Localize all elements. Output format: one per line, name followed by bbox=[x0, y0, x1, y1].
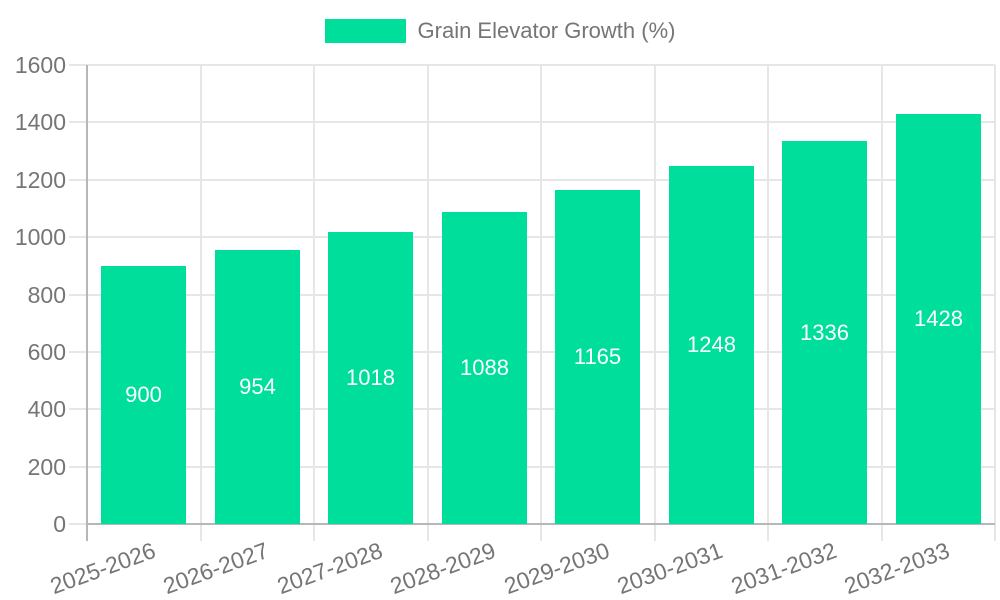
v-gridline bbox=[427, 65, 429, 524]
legend-swatch bbox=[324, 19, 406, 43]
x-axis-tick bbox=[427, 524, 429, 541]
v-gridline bbox=[994, 65, 996, 524]
x-axis-tick bbox=[86, 524, 88, 541]
bar[interactable]: 1248 bbox=[669, 166, 754, 524]
x-axis-tick bbox=[654, 524, 656, 541]
chart-legend: Grain Elevator Growth (%) bbox=[0, 17, 1000, 45]
y-axis-tick bbox=[69, 408, 87, 411]
y-axis-tick-label: 0 bbox=[53, 511, 66, 537]
x-axis-tick bbox=[994, 524, 996, 541]
bar[interactable]: 1336 bbox=[782, 141, 867, 524]
x-axis-tick-label: 2032-2033 bbox=[840, 537, 954, 600]
x-axis-tick-label: 2030-2031 bbox=[613, 537, 727, 600]
v-gridline bbox=[540, 65, 542, 524]
y-axis-tick-label: 400 bbox=[27, 396, 66, 423]
bar-value-label: 900 bbox=[125, 382, 162, 407]
y-axis-line bbox=[86, 65, 88, 524]
v-gridline bbox=[881, 65, 883, 524]
x-axis-tick-label: 2026-2027 bbox=[159, 537, 273, 600]
y-axis-tick-label: 1000 bbox=[14, 224, 66, 251]
y-axis-tick-label: 600 bbox=[27, 338, 66, 365]
x-axis-tick bbox=[313, 524, 315, 541]
bar-value-label: 1165 bbox=[573, 344, 622, 369]
v-gridline bbox=[313, 65, 315, 524]
x-axis-tick-label: 2029-2030 bbox=[500, 537, 613, 600]
bar[interactable]: 1428 bbox=[896, 114, 981, 524]
plot-area: 900 954 1018 1088 1165 1248 1336 1428 bbox=[86, 64, 996, 541]
v-gridline bbox=[767, 65, 769, 524]
v-gridline bbox=[200, 65, 202, 524]
y-axis-tick bbox=[69, 523, 87, 525]
y-axis-tick-label: 800 bbox=[27, 281, 66, 308]
bar[interactable]: 1018 bbox=[328, 232, 413, 524]
bar-value-label: 1248 bbox=[687, 332, 736, 357]
y-axis-tick bbox=[69, 236, 87, 239]
y-axis-tick-label: 200 bbox=[27, 453, 66, 480]
bar-value-label: 1428 bbox=[914, 306, 963, 331]
v-gridline bbox=[654, 65, 656, 524]
x-axis-tick-label: 2028-2029 bbox=[386, 537, 500, 600]
x-axis-tick bbox=[881, 524, 883, 541]
x-axis-tick-label: 2025-2026 bbox=[46, 537, 159, 600]
x-axis-tick-label: 2031-2032 bbox=[727, 537, 840, 600]
bar[interactable]: 1165 bbox=[555, 190, 640, 524]
y-axis-tick bbox=[69, 465, 87, 468]
bar-value-label: 1018 bbox=[346, 365, 395, 390]
y-axis-tick-label: 1400 bbox=[14, 109, 66, 136]
y-axis-tick bbox=[69, 293, 87, 296]
y-axis-tick bbox=[69, 121, 87, 124]
y-axis-tick-label: 1200 bbox=[14, 166, 66, 193]
bar[interactable]: 954 bbox=[215, 250, 300, 524]
bar-value-label: 1336 bbox=[800, 320, 849, 345]
bar[interactable]: 900 bbox=[101, 266, 186, 524]
y-axis-tick bbox=[69, 350, 87, 353]
x-axis-tick bbox=[200, 524, 202, 541]
legend-label: Grain Elevator Growth (%) bbox=[417, 18, 676, 43]
bar-value-label: 954 bbox=[239, 374, 276, 399]
y-axis-tick-label: 1600 bbox=[14, 52, 66, 78]
y-axis-tick bbox=[69, 178, 87, 181]
bar-value-label: 1088 bbox=[460, 355, 509, 380]
bar[interactable]: 1088 bbox=[442, 212, 527, 524]
y-axis-tick bbox=[69, 64, 87, 66]
x-axis-tick bbox=[767, 524, 769, 541]
x-axis-tick-label: 2027-2028 bbox=[273, 537, 386, 600]
x-axis-baseline bbox=[87, 523, 995, 525]
x-axis-tick bbox=[540, 524, 542, 541]
